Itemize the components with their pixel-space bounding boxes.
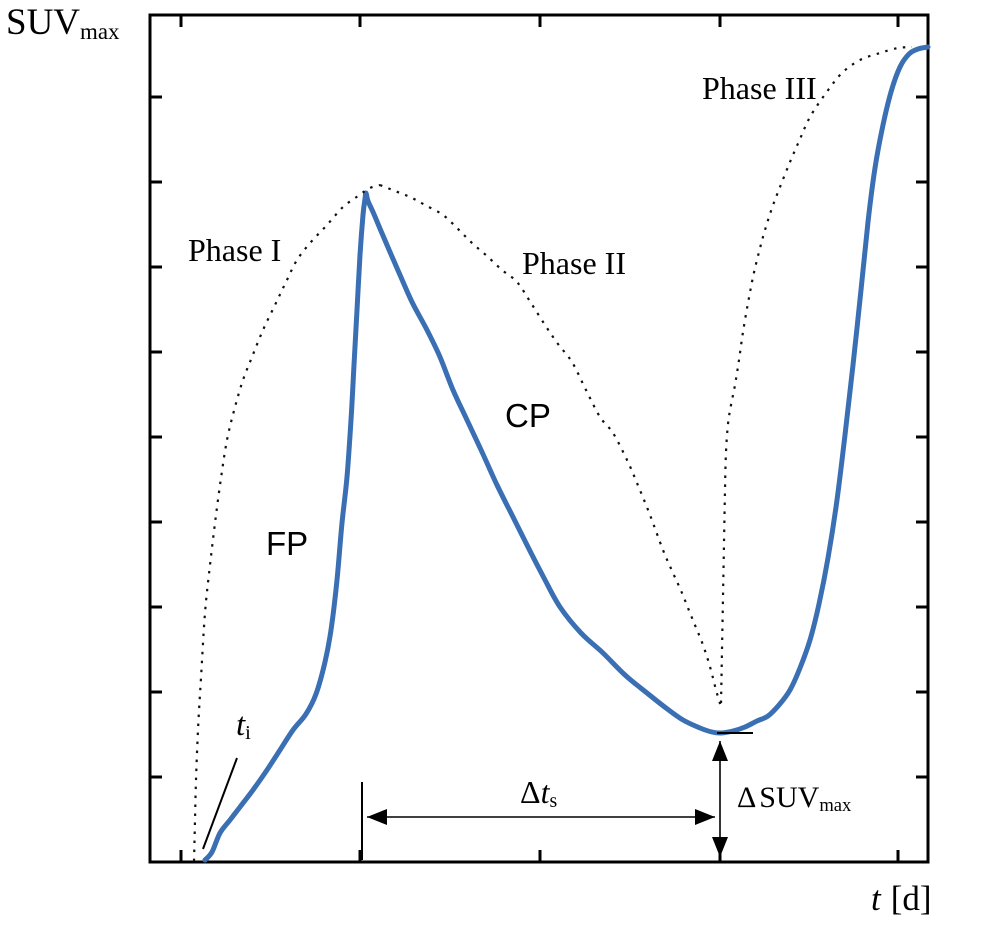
phase-3-envelope <box>719 45 913 704</box>
delta-ts-label: Δts <box>520 774 557 811</box>
delta-suvmax-main: SUV <box>759 781 820 814</box>
x-axis-title: t [d] <box>871 881 932 916</box>
delta-suvmax-sub: max <box>819 794 852 816</box>
y-axis-title: SUVmax <box>6 2 120 44</box>
cp-label: CP <box>505 397 551 434</box>
ti-var: t <box>236 707 246 743</box>
delta-ts-var: t <box>540 774 550 810</box>
x-axis-title-var: t <box>871 879 881 918</box>
y-axis-title-main: SUV <box>6 2 81 43</box>
delta-ts-delta: Δ <box>520 774 541 810</box>
phase-2-envelope <box>379 183 723 708</box>
suvmax-curve <box>202 44 931 863</box>
ti-leader-line <box>202 757 238 850</box>
y-axis-title-sub: max <box>80 18 120 44</box>
phase-1-envelope <box>192 183 381 862</box>
x-axis-title-unit: [d] <box>890 879 932 918</box>
ti-label: ti <box>236 707 251 745</box>
ti-sub: i <box>245 722 251 745</box>
fp-label: FP <box>266 525 309 562</box>
plot-frame <box>148 13 930 864</box>
delta-suvmax-label: Δ SUVmax <box>737 781 852 816</box>
phase1-label: Phase I <box>188 232 282 268</box>
phase3-label: Phase III <box>702 70 817 106</box>
delta-ts-sub: s <box>549 789 558 812</box>
phase2-label: Phase II <box>522 245 626 281</box>
delta-suvmax-delta: Δ <box>737 781 757 814</box>
